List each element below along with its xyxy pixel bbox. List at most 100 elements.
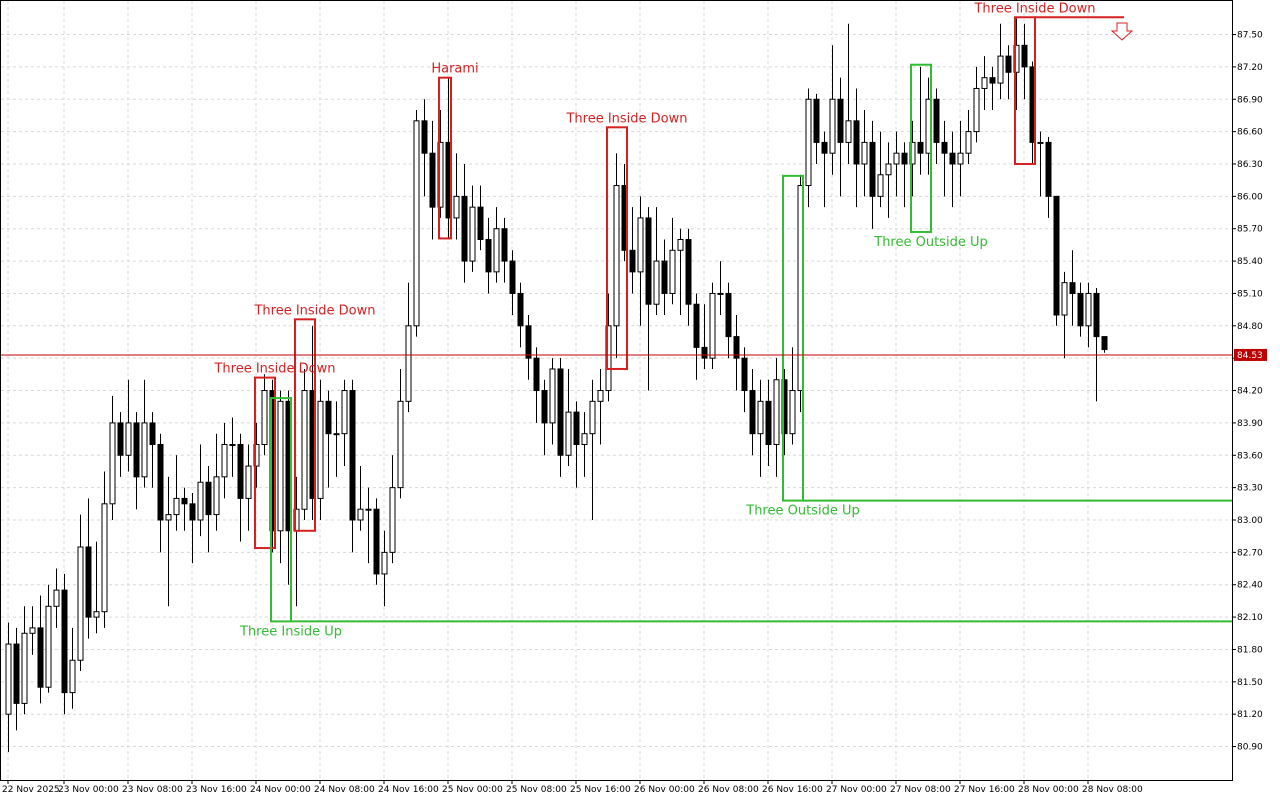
y-tick-label: 86.60 xyxy=(1237,128,1263,138)
candle-body xyxy=(725,292,732,338)
candle-body xyxy=(13,643,20,704)
candle-body xyxy=(1021,44,1028,68)
candle-body xyxy=(765,400,772,445)
candle-body xyxy=(541,390,548,424)
candle-body xyxy=(1093,292,1100,338)
candle-body xyxy=(557,368,564,456)
x-tick-label: 26 Nov 00:00 xyxy=(634,785,695,795)
x-tick-label: 22 Nov 2025 xyxy=(2,785,60,795)
y-tick-label: 86.00 xyxy=(1237,192,1263,202)
pattern-box xyxy=(606,126,628,370)
candle-body xyxy=(597,390,604,402)
candle-body xyxy=(221,443,228,478)
candle-body xyxy=(989,77,996,84)
x-tick-label: 24 Nov 16:00 xyxy=(378,785,439,795)
candle-body xyxy=(517,292,524,327)
candle-body xyxy=(613,185,620,327)
candle-body xyxy=(245,465,252,499)
candle-body xyxy=(349,390,356,521)
candle-body xyxy=(717,292,724,295)
candle-body xyxy=(69,659,76,694)
pattern-label: Three Inside Down xyxy=(213,362,335,377)
candle-body xyxy=(485,239,492,273)
y-tick-label: 87.50 xyxy=(1237,31,1263,41)
pattern-box xyxy=(438,76,452,240)
candle-body xyxy=(1037,141,1044,144)
candle-body xyxy=(317,400,324,499)
candle-body xyxy=(821,141,828,154)
candle-body xyxy=(341,390,348,435)
candle-body xyxy=(205,481,212,516)
candle-body xyxy=(477,206,484,241)
candle-body xyxy=(589,400,596,435)
y-tick-label: 84.20 xyxy=(1237,387,1263,397)
x-tick-label: 25 Nov 16:00 xyxy=(570,785,631,795)
candle-body xyxy=(965,131,972,154)
candle-body xyxy=(949,152,956,165)
x-tick-label: 27 Nov 08:00 xyxy=(890,785,951,795)
x-tick-label: 24 Nov 00:00 xyxy=(250,785,311,795)
candle-body xyxy=(901,152,908,165)
candle-body xyxy=(845,120,852,143)
pattern-box xyxy=(910,63,932,233)
y-tick-label: 83.60 xyxy=(1237,451,1263,461)
candle-body xyxy=(53,589,60,607)
candle-body xyxy=(701,346,708,359)
y-tick-label: 83.30 xyxy=(1237,484,1263,494)
candle-body xyxy=(1069,282,1076,294)
candle-body xyxy=(149,422,156,445)
y-tick-label: 85.40 xyxy=(1237,257,1263,267)
x-tick-label: 26 Nov 16:00 xyxy=(762,785,823,795)
price-label: 84.53 xyxy=(1237,351,1263,361)
candle-body xyxy=(277,400,284,532)
candle-body xyxy=(933,98,940,143)
candle-body xyxy=(661,260,668,294)
candle-body xyxy=(133,422,140,478)
candle-body xyxy=(581,433,588,445)
candle-body xyxy=(229,443,236,446)
candle-body xyxy=(333,433,340,436)
candle-body xyxy=(469,206,476,262)
y-tick-label: 80.90 xyxy=(1237,743,1263,753)
x-tick-label: 25 Nov 08:00 xyxy=(506,785,567,795)
candle-body xyxy=(637,217,644,273)
candle-body xyxy=(837,98,844,143)
candle-body xyxy=(157,443,164,521)
candle-body xyxy=(373,508,380,575)
pattern-box xyxy=(1014,16,1036,165)
candle-body xyxy=(669,249,676,294)
candle-body xyxy=(61,589,68,694)
pattern-box xyxy=(254,376,276,550)
candle-body xyxy=(85,546,92,618)
y-tick-label: 86.90 xyxy=(1237,95,1263,105)
candle-body xyxy=(421,120,428,154)
x-tick-label: 24 Nov 08:00 xyxy=(314,785,375,795)
pattern-box xyxy=(294,318,316,532)
candle-body xyxy=(29,627,36,634)
candle-body xyxy=(381,551,388,575)
x-tick-label: 23 Nov 00:00 xyxy=(58,785,119,795)
candle-body xyxy=(493,228,500,273)
candle-body xyxy=(829,98,836,154)
y-tick-label: 84.80 xyxy=(1237,322,1263,332)
candle-body xyxy=(1085,292,1092,327)
candle-body xyxy=(165,514,172,521)
candle-body xyxy=(453,195,460,219)
candle-body xyxy=(77,546,84,661)
candle-body xyxy=(533,357,540,392)
candle-body xyxy=(197,481,204,521)
y-tick-label: 85.70 xyxy=(1237,225,1263,235)
y-tick-label: 82.70 xyxy=(1237,548,1263,558)
candle-body xyxy=(653,260,660,305)
candle-body xyxy=(365,508,372,511)
candle-body xyxy=(301,390,308,510)
candle-body xyxy=(1045,141,1052,197)
pattern-box xyxy=(782,174,804,502)
candle-body xyxy=(741,357,748,392)
candle-body xyxy=(509,260,516,294)
candle-body xyxy=(813,98,820,143)
candle-body xyxy=(941,141,948,154)
candle-body xyxy=(461,195,468,262)
candle-body xyxy=(869,141,876,197)
